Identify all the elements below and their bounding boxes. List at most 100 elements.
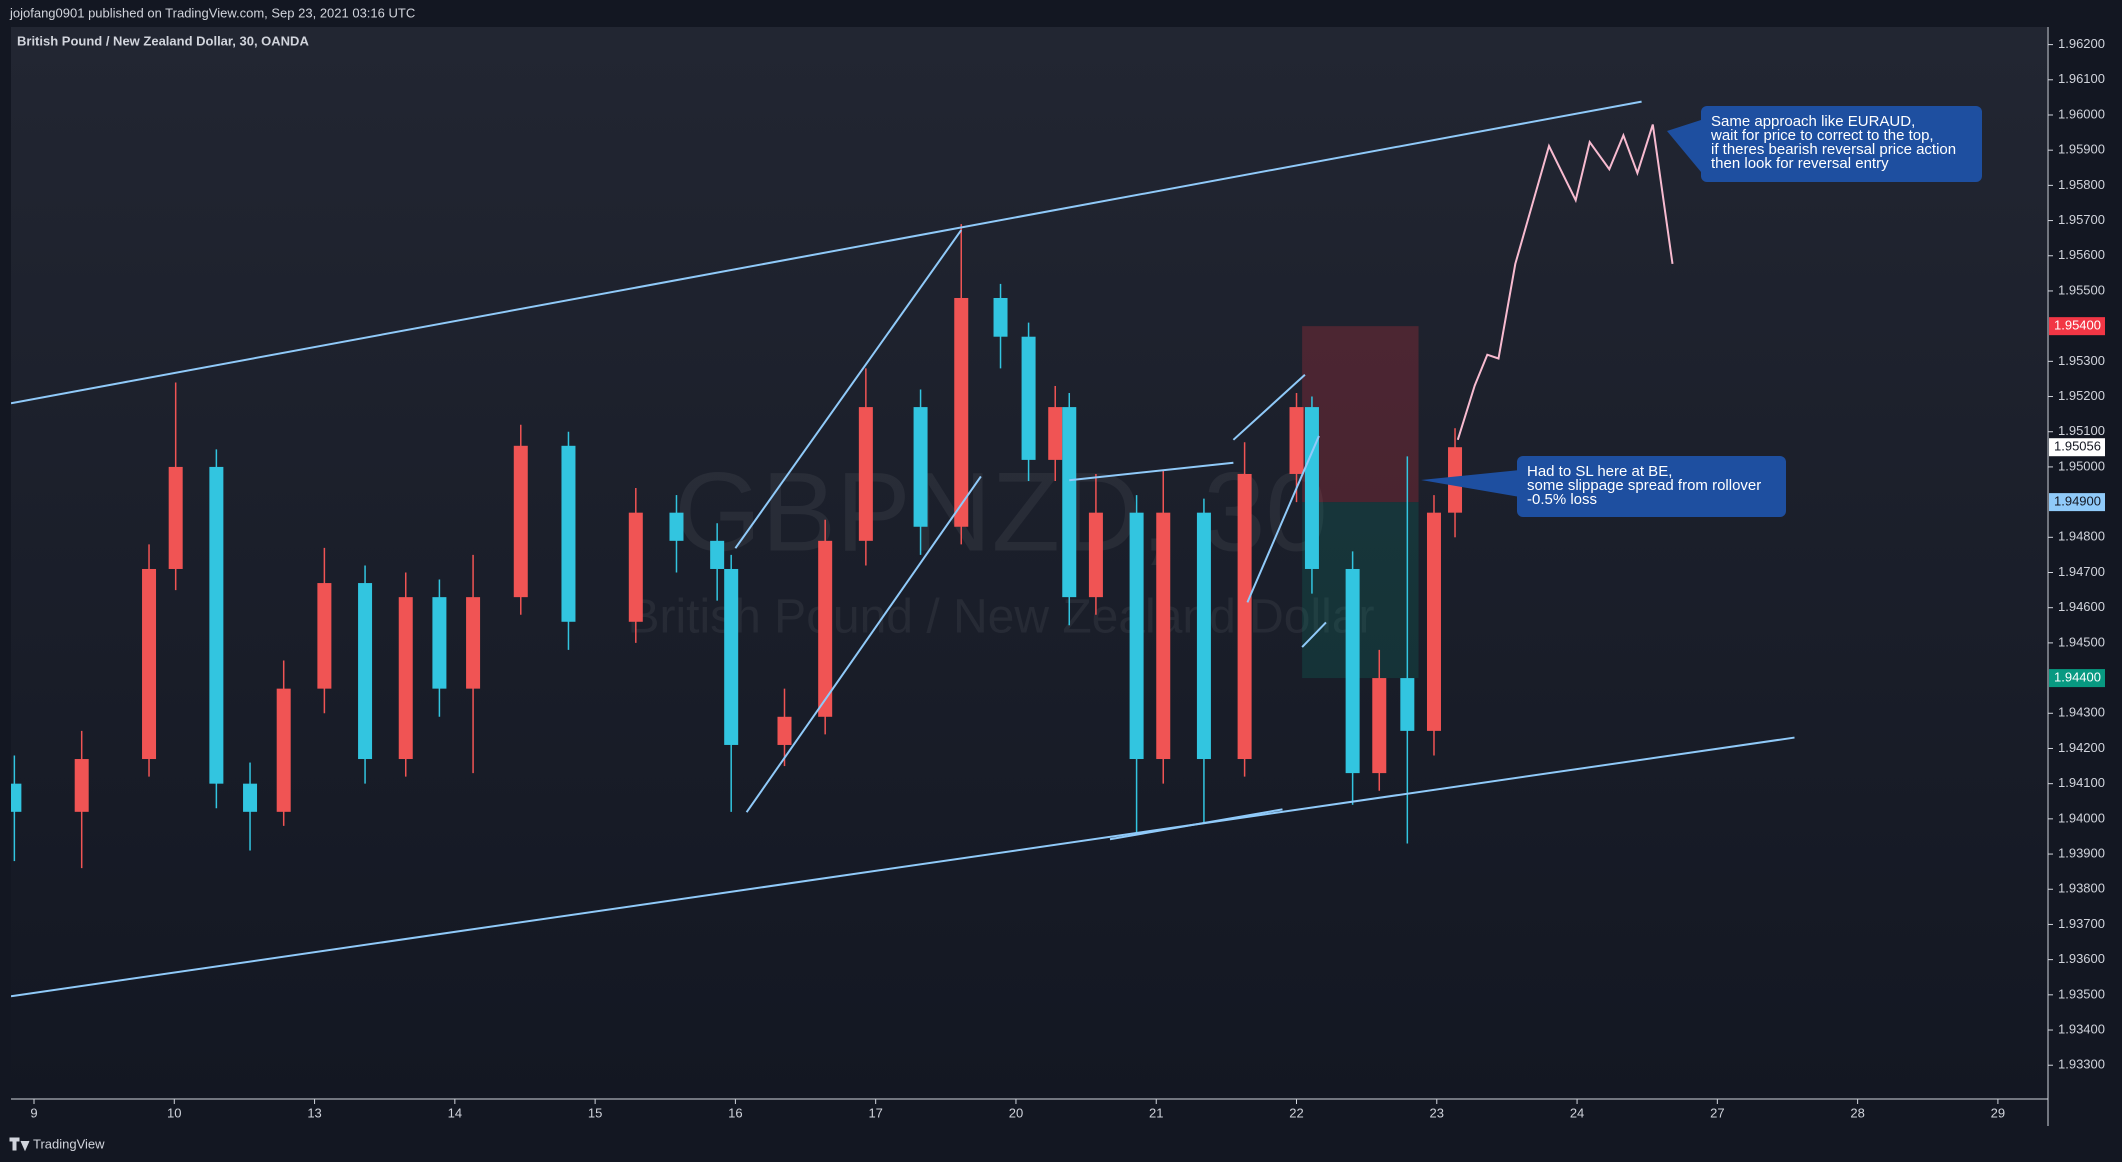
callout-text: some slippage spread from rollover — [1527, 477, 1761, 494]
y-tick-label: 1.95500 — [2058, 282, 2105, 297]
x-tick-label: 28 — [1850, 1105, 1864, 1120]
axes: 1.96200 1.96100 1.96000 1.95900 1.95800 1.957… — [30, 36, 2105, 1120]
y-tick-label: 1.93400 — [2058, 1021, 2105, 1036]
symbol-title: British Pound / New Zealand Dollar, 30, … — [17, 33, 309, 48]
x-tick-label: 10 — [167, 1105, 181, 1120]
candle-body — [913, 407, 928, 527]
callout-text: Same approach like EURAUD, — [1711, 113, 1915, 130]
candle-body — [818, 540, 833, 717]
y-tick-label: 1.93900 — [2058, 845, 2105, 860]
candle-body — [1345, 568, 1360, 774]
price-tag — [2049, 669, 2105, 688]
candle-body — [1129, 512, 1144, 760]
y-tick-label: 1.95100 — [2058, 423, 2105, 438]
callout-box — [1701, 106, 1982, 182]
price-tag-label: 1.95400 — [2054, 318, 2101, 333]
y-tick-label: 1.93500 — [2058, 986, 2105, 1001]
trend-line — [1246, 435, 1320, 603]
trend-line — [1109, 808, 1283, 841]
callout-pointer — [1421, 470, 1520, 497]
candle-body — [466, 597, 481, 689]
trend-line — [11, 100, 1642, 405]
price-tag-label: 1.94400 — [2054, 670, 2101, 685]
trend-line — [1232, 373, 1306, 441]
callout-text: if theres bearish reversal price action — [1711, 141, 1956, 158]
callout-pointer — [1667, 120, 1706, 178]
x-tick-label: 17 — [868, 1105, 882, 1120]
y-tick-label: 1.96200 — [2058, 36, 2105, 51]
x-tick-label: 29 — [1991, 1105, 2005, 1120]
candle-body — [1048, 407, 1063, 460]
y-tick-label: 1.95700 — [2058, 212, 2105, 227]
candle-body — [1237, 473, 1252, 760]
footer-brand: TradingView — [33, 1136, 105, 1151]
x-tick-label: 13 — [307, 1105, 321, 1120]
x-tick-label: 16 — [728, 1105, 742, 1120]
candle-body — [74, 759, 89, 812]
candle-body — [513, 445, 528, 598]
publish-info: jojofang0901 published on TradingView.co… — [9, 5, 415, 20]
y-tick-label: 1.94800 — [2058, 529, 2105, 544]
y-tick-label: 1.94000 — [2058, 810, 2105, 825]
candle-body — [1372, 678, 1387, 774]
target-zone — [1302, 502, 1419, 679]
candle-body — [317, 583, 332, 689]
candle-body — [209, 466, 224, 784]
trend-line — [1069, 461, 1234, 482]
y-tick-label: 1.93600 — [2058, 951, 2105, 966]
candle-body — [358, 583, 373, 760]
price-tag — [2049, 493, 2105, 512]
stop-zone — [1302, 326, 1419, 503]
y-tick-label: 1.94600 — [2058, 599, 2105, 614]
price-tag-label: 1.95056 — [2054, 439, 2101, 454]
y-tick-label: 1.96000 — [2058, 106, 2105, 121]
watermark-sub: British Pound / New Zealand Dollar — [627, 591, 1374, 644]
x-tick-label: 23 — [1430, 1105, 1444, 1120]
trend-line — [734, 229, 963, 549]
trend-line — [1301, 621, 1327, 648]
callout-text: -0.5% loss — [1527, 491, 1597, 508]
candle-body — [1400, 678, 1415, 731]
callout-text: wait for price to correct to the top, — [1710, 127, 1934, 144]
trend-line — [745, 475, 982, 813]
plot — [11, 100, 1795, 998]
callout-text: then look for reversal entry — [1711, 155, 1889, 172]
logo — [9, 1137, 30, 1152]
y-tick-label: 1.95300 — [2058, 353, 2105, 368]
callout-box — [1517, 456, 1786, 517]
candle-body — [777, 716, 792, 745]
x-tick-label: 24 — [1570, 1105, 1584, 1120]
candle-body — [561, 445, 576, 622]
y-tick-label: 1.94700 — [2058, 564, 2105, 579]
x-tick-label: 21 — [1149, 1105, 1163, 1120]
y-tick-label: 1.93300 — [2058, 1057, 2105, 1072]
candle-body — [858, 407, 873, 541]
price-tag — [2049, 438, 2105, 457]
y-tick-label: 1.95200 — [2058, 388, 2105, 403]
candle-body — [142, 568, 157, 760]
callout-text: Had to SL here at BE, — [1527, 463, 1672, 480]
y-tick-label: 1.95800 — [2058, 177, 2105, 192]
candle-body — [669, 512, 684, 541]
x-tick-label: 15 — [588, 1105, 602, 1120]
x-tick-label: 20 — [1009, 1105, 1023, 1120]
y-tick-label: 1.93800 — [2058, 881, 2105, 896]
y-tick-label: 1.94200 — [2058, 740, 2105, 755]
y-tick-label: 1.96100 — [2058, 71, 2105, 86]
candle-body — [276, 688, 291, 812]
x-tick-label: 22 — [1289, 1105, 1303, 1120]
y-tick-label: 1.95000 — [2058, 458, 2105, 473]
candle-body — [1021, 336, 1036, 460]
x-tick-label: 9 — [30, 1105, 37, 1120]
candle-body — [993, 297, 1008, 337]
candle-body — [1196, 512, 1211, 760]
watermark: GBPNZD, 30 — [674, 450, 1328, 575]
candle-body — [1289, 407, 1304, 474]
y-tick-label: 1.95600 — [2058, 247, 2105, 262]
candle-body — [1426, 512, 1441, 731]
chart-pane — [11, 27, 2047, 1099]
candle-body — [954, 297, 969, 527]
candle-body — [628, 512, 643, 622]
candle-body — [1062, 407, 1077, 598]
